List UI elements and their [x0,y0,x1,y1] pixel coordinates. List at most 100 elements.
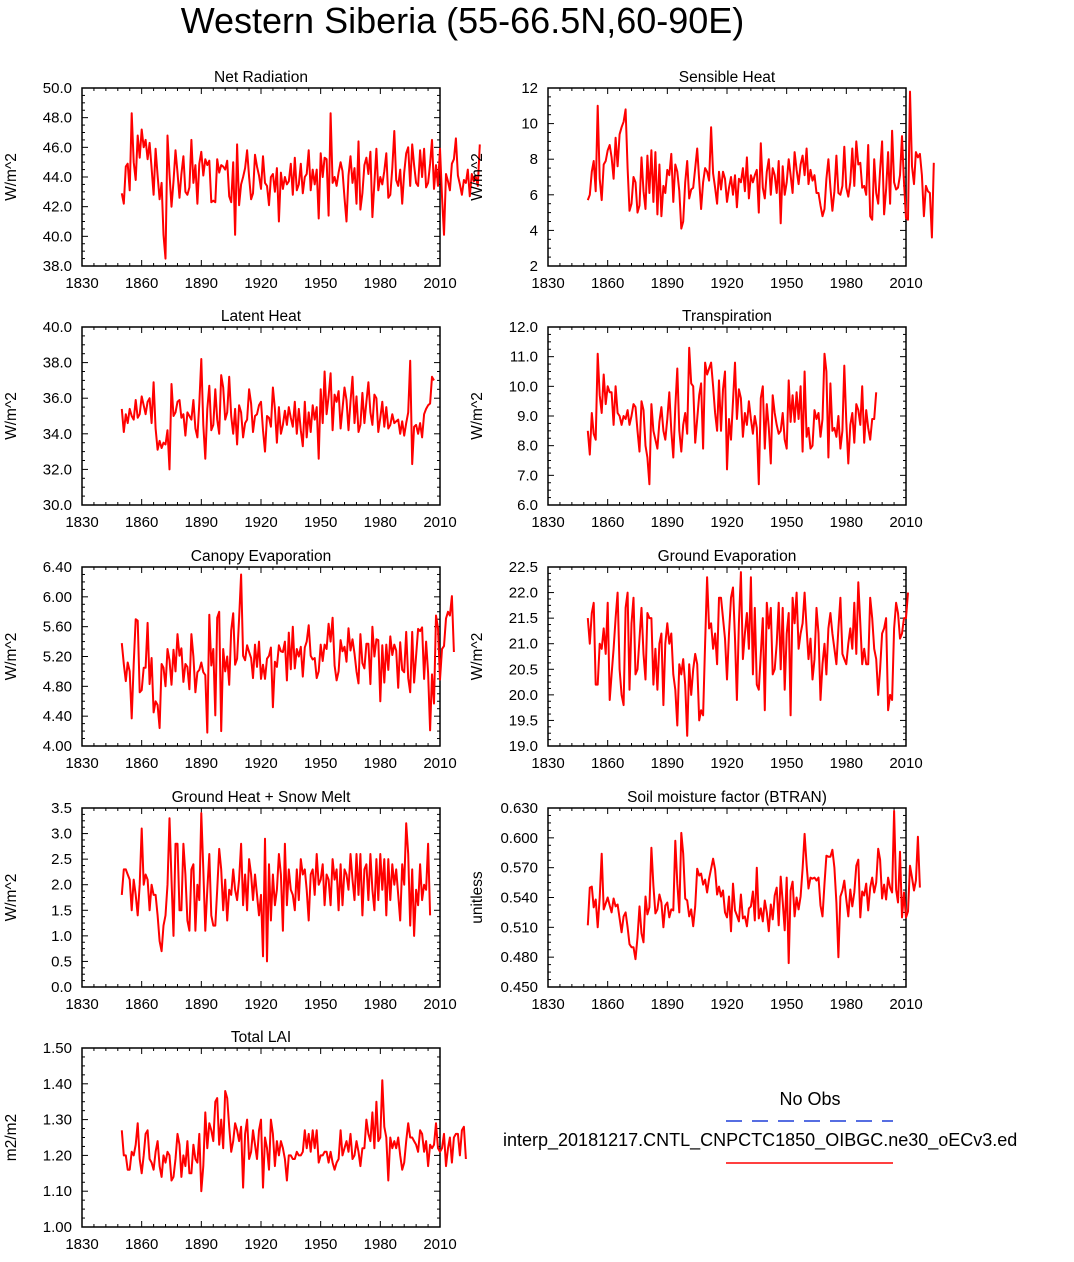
x-tick-label: 1860 [125,1236,158,1253]
y-tick-label: 0.600 [500,830,538,847]
x-tick-label: 1890 [185,1236,218,1253]
x-tick-label: 1830 [65,275,98,292]
x-tick-label: 1980 [830,275,863,292]
y-axis-label: W/m^2 [3,392,20,440]
y-tick-label: 19.5 [509,712,538,729]
y-tick-label: 2 [530,258,538,275]
y-tick-label: 4.40 [43,708,72,725]
y-tick-label: 38.0 [43,355,72,372]
chart-title: Latent Heat [221,308,302,325]
y-tick-label: 2.5 [51,851,72,868]
chart-panel-5: Canopy Evaporation W/m^2 1830 1860 1890 1920 1… [3,548,457,772]
x-tick-label: 1980 [364,275,397,292]
y-tick-label: 32.0 [43,461,72,478]
y-tick-label: 40.0 [43,228,72,245]
x-tick-label: 1890 [651,514,684,531]
chart-panel-9: Total LAI m2/m2 1830 1860 1890 1920 1950 1980 20… [3,1029,467,1253]
x-tick-label: 1860 [125,755,158,772]
x-tick-label: 1830 [531,755,564,772]
y-axis-label: W/m^2 [469,392,486,440]
x-tick-label: 1950 [770,996,803,1013]
legend-obs-label: No Obs [779,1089,841,1109]
x-tick-label: 1980 [364,1236,397,1253]
chart-panel-4: Transpiration W/m^2 1830 1860 1890 1920 1950 19… [469,308,923,531]
y-tick-label: 22.5 [509,559,538,576]
x-tick-label: 2010 [423,514,456,531]
y-tick-label: 1.10 [43,1183,72,1200]
y-tick-label: 0.5 [51,953,72,970]
series-line [586,810,921,965]
y-tick-label: 50.0 [43,80,72,97]
x-tick-label: 1830 [531,514,564,531]
x-tick-label: 1860 [591,275,624,292]
y-tick-label: 1.50 [43,1040,72,1057]
y-tick-label: 20.5 [509,661,538,678]
plot-frame [547,87,907,267]
x-tick-label: 2010 [423,996,456,1013]
x-tick-label: 1980 [830,514,863,531]
y-tick-label: 4.80 [43,678,72,695]
chart-title: Canopy Evaporation [191,548,331,565]
y-tick-label: 1.40 [43,1076,72,1093]
y-tick-label: 44.0 [43,169,72,186]
x-tick-label: 1950 [304,996,337,1013]
x-tick-label: 1950 [304,755,337,772]
y-tick-label: 40.0 [43,319,72,336]
x-tick-label: 2010 [423,275,456,292]
x-tick-label: 1890 [185,996,218,1013]
y-tick-label: 34.0 [43,426,72,443]
x-tick-label: 1860 [591,755,624,772]
series-line [586,90,935,239]
y-tick-label: 0.480 [500,949,538,966]
x-tick-label: 1950 [304,1236,337,1253]
x-tick-label: 2010 [423,1236,456,1253]
x-tick-label: 2010 [423,755,456,772]
y-axis-label: W/m^2 [3,633,20,681]
chart-title: Ground Evaporation [658,548,797,565]
chart-title: Transpiration [682,308,772,325]
y-tick-label: 21.5 [509,610,538,627]
y-tick-label: 0.570 [500,860,538,877]
y-tick-label: 0.0 [51,979,72,996]
x-tick-label: 2010 [889,755,922,772]
x-tick-label: 1830 [531,996,564,1013]
y-tick-label: 0.450 [500,979,538,996]
x-tick-label: 1950 [770,514,803,531]
y-tick-label: 1.00 [43,1219,72,1236]
y-tick-label: 5.60 [43,619,72,636]
y-tick-label: 0.510 [500,919,538,936]
x-tick-label: 1920 [244,755,277,772]
x-tick-label: 2010 [889,996,922,1013]
y-tick-label: 5.20 [43,649,72,666]
series-line [586,571,909,737]
x-tick-label: 1980 [364,996,397,1013]
y-tick-label: 10.0 [509,378,538,395]
y-tick-label: 11.0 [510,349,538,366]
x-tick-label: 1830 [531,275,564,292]
x-tick-label: 1860 [125,996,158,1013]
y-tick-label: 46.0 [43,139,72,156]
chart-title: Sensible Heat [679,69,776,86]
chart-panel-2: Sensible Heat W/m^2 1830 1860 1890 1920 1950 19… [469,69,935,292]
x-tick-label: 1920 [244,275,277,292]
x-tick-label: 1890 [185,275,218,292]
x-tick-label: 1950 [304,275,337,292]
y-tick-label: 48.0 [43,110,72,127]
series-line [120,573,455,734]
y-tick-label: 4 [530,222,538,239]
y-axis-label: W/m^2 [3,874,20,922]
y-tick-label: 1.20 [43,1147,72,1164]
y-tick-label: 7.0 [517,467,538,484]
page-title: Western Siberia (55-66.5N,60-90E) [180,0,745,41]
series-line [120,1079,467,1193]
y-tick-label: 22.0 [509,585,538,602]
chart-panel-7: Ground Heat + Snow Melt W/m^2 1830 1860 1890… [3,789,457,1013]
x-tick-label: 1890 [651,275,684,292]
y-tick-label: 30.0 [43,497,72,514]
y-tick-label: 0.630 [500,800,538,817]
x-tick-label: 1950 [770,755,803,772]
x-tick-label: 1830 [65,996,98,1013]
y-tick-label: 6.0 [517,497,538,514]
series-line [120,112,481,260]
